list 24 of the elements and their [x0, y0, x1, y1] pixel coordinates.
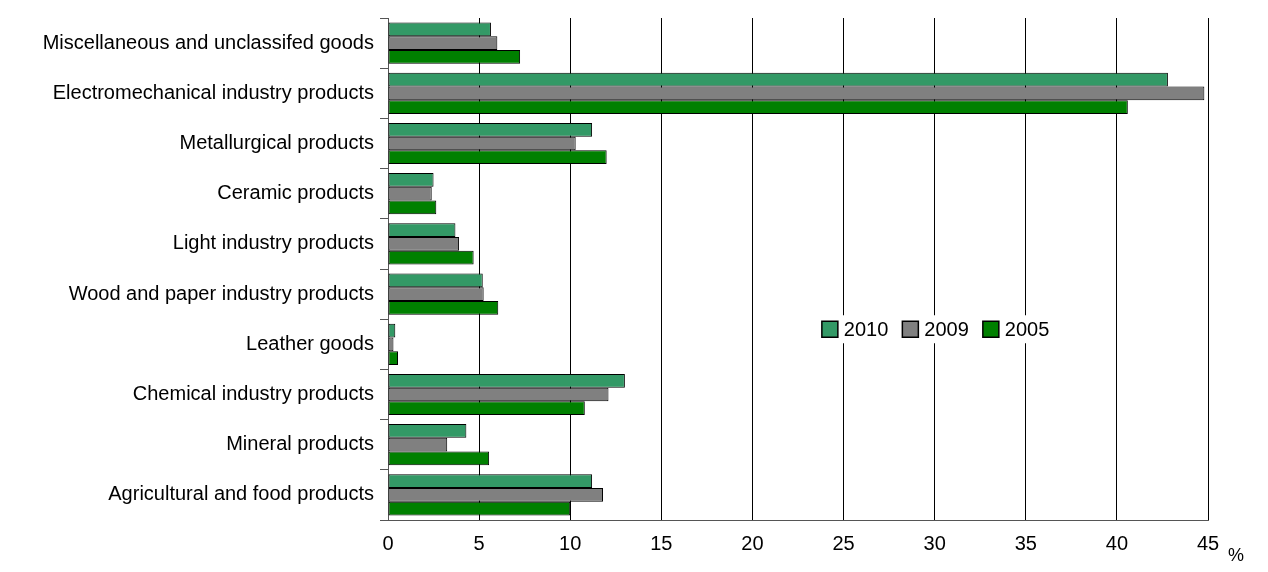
x-tick-label: 20: [741, 531, 764, 554]
x-tick-label: 40: [1105, 531, 1129, 554]
x-tick-label: 35: [1014, 531, 1037, 554]
y-tick-label: Light industry products: [172, 231, 374, 254]
x-tick-label: 25: [832, 531, 855, 554]
y-tick-label: Chemical industry products: [132, 382, 374, 405]
legend-label: 2009: [924, 317, 969, 340]
x-axis-title: %: [1228, 544, 1245, 565]
x-tick-label: 45: [1196, 531, 1220, 554]
y-tick-label: Miscellaneous and unclassifed goods: [42, 30, 374, 53]
y-tick-label: Electromechanical industry products: [52, 80, 374, 103]
legend-label: 2010: [843, 317, 889, 340]
y-tick-label: Leather goods: [246, 331, 374, 354]
x-tick-label: 0: [382, 531, 394, 554]
y-tick-label: Metallurgical products: [179, 131, 374, 154]
x-tick-label: 30: [923, 531, 946, 554]
x-tick-label: 5: [473, 531, 485, 554]
y-tick-label: Agricultural and food products: [108, 482, 374, 505]
y-tick-label: Mineral products: [226, 432, 374, 455]
x-tick-label: 10: [559, 531, 582, 554]
y-tick-label: Ceramic products: [217, 181, 374, 204]
y-tick-label: Wood and paper industry products: [68, 281, 374, 304]
x-tick-label: 15: [650, 531, 673, 554]
legend-label: 2005: [1004, 317, 1050, 340]
